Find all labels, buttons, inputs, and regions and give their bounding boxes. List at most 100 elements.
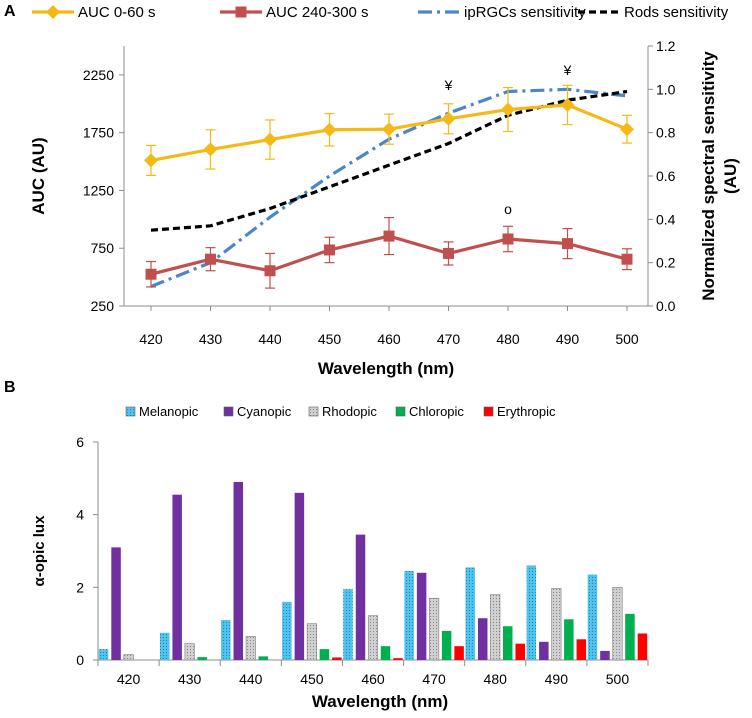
data-point-auc-0-60-s xyxy=(441,111,456,126)
bar-erythropic xyxy=(393,658,403,660)
legend-swatch-chloropic xyxy=(395,406,406,417)
bar-chloropic xyxy=(258,656,269,660)
bar-pattern-melanopic xyxy=(526,565,537,660)
y-tick-label-right: 0.0 xyxy=(656,298,676,314)
x-tick-label: 480 xyxy=(484,671,508,687)
x-tick-label: 470 xyxy=(422,671,446,687)
bar-erythropic xyxy=(637,633,648,660)
data-point-auc-0-60-s xyxy=(263,132,277,147)
bar-pattern-rhodopic xyxy=(246,636,256,660)
legend-label-chloropic: Chloropic xyxy=(409,404,464,419)
legend-label-rhodopic: Rhodopic xyxy=(322,404,377,419)
data-point-auc-240-300-s xyxy=(205,253,216,265)
y-tick-label-left: 1250 xyxy=(83,182,114,198)
legend-label-erythropic: Erythropic xyxy=(497,404,556,419)
bar-chloropic xyxy=(502,626,513,660)
x-tick-label: 460 xyxy=(361,671,385,687)
bar-cyanopic xyxy=(539,641,549,660)
legend-pattern-melanopic xyxy=(126,407,135,416)
bar-erythropic xyxy=(515,643,525,660)
bar-cyanopic xyxy=(600,650,610,660)
y-tick-label-right: 0.8 xyxy=(656,125,676,141)
bar-chloropic xyxy=(625,613,635,660)
data-point-auc-240-300-s xyxy=(443,247,454,259)
x-tick-label: 440 xyxy=(258,331,282,347)
series-line-rods-sensitivity xyxy=(150,89,628,232)
bar-cyanopic xyxy=(355,534,366,660)
data-point-auc-0-60-s xyxy=(144,153,158,168)
y-tick-label-left: 2250 xyxy=(83,67,114,83)
x-tick-label: 460 xyxy=(377,331,401,347)
bar-chloropic xyxy=(564,619,574,660)
panel-a-chart: 250 750 1250 1750 2250 0.0 0.2 0.4 0.6 0.8 1.0 1.2 4… xyxy=(29,4,740,378)
bar-pattern-melanopic xyxy=(282,601,292,660)
bar-pattern-melanopic xyxy=(465,567,475,660)
bar-erythropic xyxy=(576,639,587,660)
data-point-auc-240-300-s xyxy=(383,230,395,242)
y-tick-label-right: 0.2 xyxy=(656,255,676,271)
data-point-auc-0-60-s xyxy=(203,142,218,157)
y-tick-label: 2 xyxy=(76,579,84,595)
y-tick-label-right: 1.2 xyxy=(656,38,676,54)
y-tick-label: 4 xyxy=(76,507,84,523)
data-point-auc-0-60-s xyxy=(382,122,396,137)
legend-label-auc-0-60-s: AUC 0-60 s xyxy=(78,4,156,21)
bar-chloropic xyxy=(380,646,391,660)
panel-b-chart: 0 2 4 6 420 430 440 450 460 470 480 490 500 Wavelengt… xyxy=(31,404,649,711)
y-tick-label-left: 750 xyxy=(91,240,115,256)
data-point-auc-240-300-s xyxy=(562,238,573,250)
bar-pattern-rhodopic xyxy=(368,615,378,660)
y-tick-label-left: 250 xyxy=(91,298,115,314)
bar-erythropic xyxy=(454,646,464,660)
data-point-auc-0-60-s xyxy=(620,122,634,137)
x-tick-label: 470 xyxy=(437,331,461,347)
bar-pattern-melanopic xyxy=(98,649,109,660)
legend-label-melanopic: Melanopic xyxy=(139,404,199,419)
data-point-auc-240-300-s xyxy=(145,268,157,280)
annotation-mark: ¥ xyxy=(444,77,453,93)
bar-cyanopic xyxy=(172,494,182,660)
bar-pattern-rhodopic xyxy=(123,654,134,660)
data-point-auc-0-60-s xyxy=(501,102,515,117)
bar-cyanopic xyxy=(294,492,305,660)
bar-pattern-melanopic xyxy=(221,620,231,660)
legend-label-rods-sensitivity: Rods sensitivity xyxy=(624,4,729,21)
y-tick-label-right: 0.6 xyxy=(656,168,676,184)
bar-chloropic xyxy=(319,649,330,660)
x-tick-label: 500 xyxy=(615,331,639,347)
x-axis-title: Wavelength (nm) xyxy=(312,692,448,711)
bar-pattern-melanopic xyxy=(587,574,598,660)
bar-erythropic xyxy=(332,657,342,660)
annotation-mark: ¥ xyxy=(563,62,572,78)
legend-swatch-cyanopic xyxy=(223,406,234,417)
x-tick-label: 500 xyxy=(606,671,630,687)
bar-pattern-rhodopic xyxy=(490,594,500,660)
y-tick-label: 6 xyxy=(76,434,84,450)
bar-pattern-melanopic xyxy=(404,570,414,660)
y-tick-label-right: 0.4 xyxy=(656,211,676,227)
x-tick-label: 420 xyxy=(139,331,163,347)
y-axis-title-left: AUC (AU) xyxy=(29,137,48,214)
bar-chloropic xyxy=(441,630,452,660)
bar-pattern-rhodopic xyxy=(429,598,439,660)
x-tick-label: 480 xyxy=(496,331,520,347)
bar-pattern-melanopic xyxy=(159,632,170,660)
bar-cyanopic xyxy=(111,547,121,660)
data-point-auc-240-300-s xyxy=(621,253,633,265)
bar-pattern-rhodopic xyxy=(184,643,195,660)
x-tick-label: 430 xyxy=(199,331,223,347)
x-tick-label: 490 xyxy=(556,331,580,347)
y-axis-title-right: Normalized spectral sensitivity (AU) xyxy=(699,51,740,301)
x-tick-label: 430 xyxy=(178,671,202,687)
bar-pattern-rhodopic xyxy=(307,623,317,660)
legend-marker-auc-240-300-s xyxy=(235,6,247,18)
data-point-auc-0-60-s xyxy=(560,97,575,112)
x-tick-label: 450 xyxy=(300,671,324,687)
data-point-auc-240-300-s xyxy=(502,233,514,245)
bar-cyanopic xyxy=(233,481,244,660)
data-point-auc-240-300-s xyxy=(264,265,276,277)
bar-chloropic xyxy=(197,657,207,660)
x-tick-label: 450 xyxy=(318,331,342,347)
data-point-auc-240-300-s xyxy=(324,244,335,256)
